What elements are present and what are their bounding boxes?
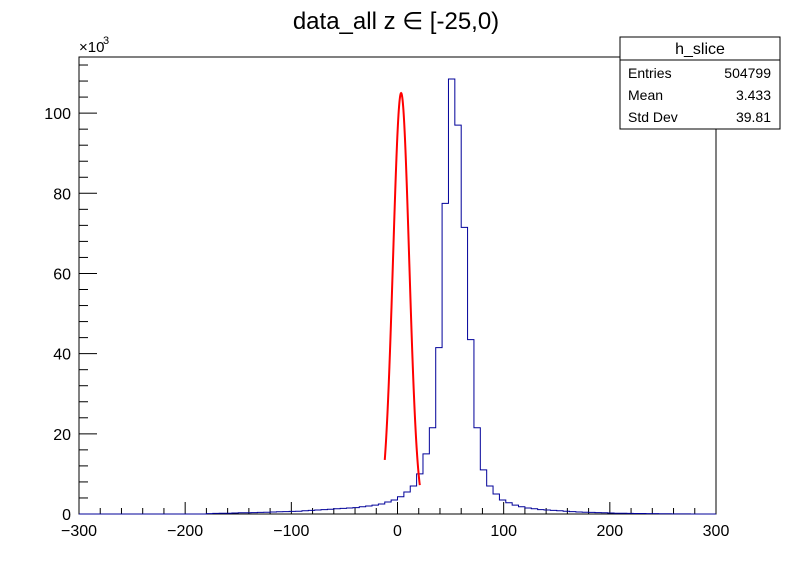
x-tick-label: −200 [167,523,203,540]
stats-box-frame [619,36,781,130]
stats-box: h_slice Entries 504799 Mean 3.433 Std De… [619,36,781,130]
stats-box-title: h_slice [675,41,725,58]
stats-mean-label: Mean [628,87,663,103]
y-multiplier-label: ×10 [79,39,104,56]
y-tick-label: 0 [62,507,71,524]
chart-title: data_all z ∈ [-25,0) [293,8,499,35]
x-tick-label: 300 [703,523,730,540]
y-tick-label: 60 [53,266,71,283]
x-tick-label: 0 [393,523,402,540]
stats-stddev-value: 39.81 [736,109,771,125]
stats-stddev-label: Std Dev [628,109,678,125]
gaussian-fit-curve [383,91,421,486]
stats-entries-label: Entries [628,65,672,81]
x-tick-label: 100 [490,523,517,540]
y-tick-label: 20 [53,427,71,444]
stats-mean-value: 3.433 [736,87,771,103]
y-tick-label: 80 [53,186,71,203]
stats-entries-value: 504799 [724,65,771,81]
x-tick-label: −100 [273,523,309,540]
y-tick-label: 40 [53,347,71,364]
y-tick-label: 100 [44,106,71,123]
x-tick-label: 200 [596,523,623,540]
y-multiplier-exponent: 3 [103,35,109,47]
x-tick-label: −300 [61,523,97,540]
histogram-series [79,78,716,515]
